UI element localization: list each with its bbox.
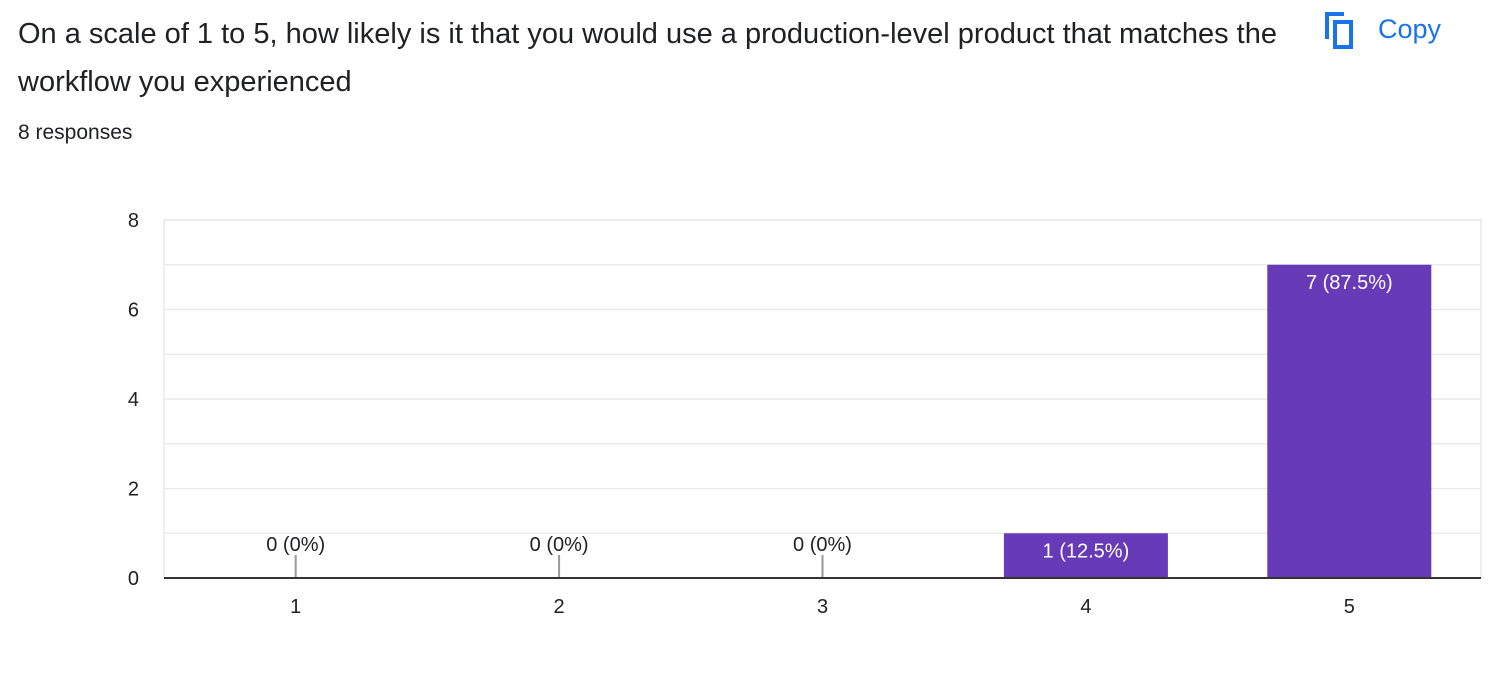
data-label: 0 (0%) bbox=[266, 534, 325, 556]
y-tick-label: 8 bbox=[128, 210, 139, 232]
y-tick-label: 2 bbox=[128, 479, 139, 501]
y-tick-label: 4 bbox=[128, 389, 139, 411]
copy-label: Copy bbox=[1378, 13, 1442, 44]
x-tick-label: 3 bbox=[817, 596, 828, 618]
x-tick-label: 1 bbox=[290, 596, 301, 618]
copy-icon bbox=[1316, 7, 1358, 51]
data-label: 1 (12.5%) bbox=[1043, 540, 1130, 562]
bar bbox=[1003, 533, 1168, 578]
response-count: 8 responses bbox=[18, 121, 133, 144]
x-tick-label: 4 bbox=[1080, 596, 1091, 618]
bar bbox=[1267, 264, 1432, 578]
data-label: 0 (0%) bbox=[793, 534, 852, 556]
data-label: 7 (87.5%) bbox=[1306, 272, 1393, 294]
y-tick-label: 6 bbox=[128, 300, 139, 322]
question-title: On a scale of 1 to 5, how likely is it t… bbox=[18, 18, 1277, 98]
x-tick-label: 5 bbox=[1344, 596, 1355, 618]
data-label: 0 (0%) bbox=[530, 534, 589, 556]
y-tick-label: 0 bbox=[128, 568, 139, 590]
copy-chart-button[interactable]: Copy bbox=[1316, 6, 1441, 52]
x-tick-label: 2 bbox=[554, 596, 565, 618]
